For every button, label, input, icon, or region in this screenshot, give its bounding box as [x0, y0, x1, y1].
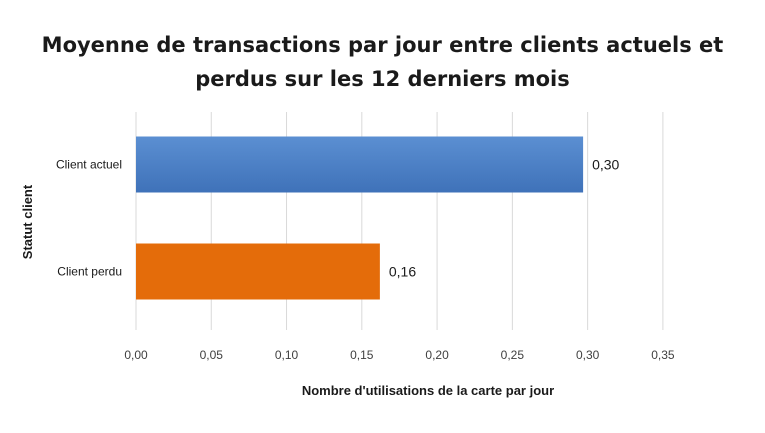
chart-title-line-1: Moyenne de transactions par jour entre c…	[41, 33, 724, 57]
chart-title-line-2: perdus sur les 12 derniers mois	[195, 67, 570, 91]
x-tick-label: 0,00	[124, 348, 148, 362]
category-label: Client actuel	[56, 158, 122, 172]
data-label: 0,16	[389, 264, 416, 280]
x-tick-label: 0,15	[350, 348, 374, 362]
data-labels: 0,30 0,16	[389, 157, 620, 280]
category-label: Client perdu	[57, 265, 122, 279]
bar-client-actuel	[136, 136, 584, 193]
category-labels: Client actuel Client perdu	[56, 158, 122, 279]
bar-client-perdu	[136, 243, 380, 300]
x-tick-label: 0,30	[576, 348, 600, 362]
y-axis-label: Statut client	[20, 184, 35, 259]
x-tick-label: 0,25	[501, 348, 525, 362]
x-tick-label: 0,10	[275, 348, 299, 362]
x-tick-label: 0,35	[651, 348, 675, 362]
x-axis-label: Nombre d'utilisations de la carte par jo…	[302, 383, 554, 398]
x-tick-label: 0,05	[200, 348, 224, 362]
bars	[136, 136, 584, 300]
x-tick-label: 0,20	[425, 348, 449, 362]
data-label: 0,30	[592, 157, 619, 173]
x-tick-labels: 0,00 0,05 0,10 0,15 0,20 0,25 0,30 0,35	[124, 348, 675, 362]
chart-title: Moyenne de transactions par jour entre c…	[0, 28, 765, 96]
